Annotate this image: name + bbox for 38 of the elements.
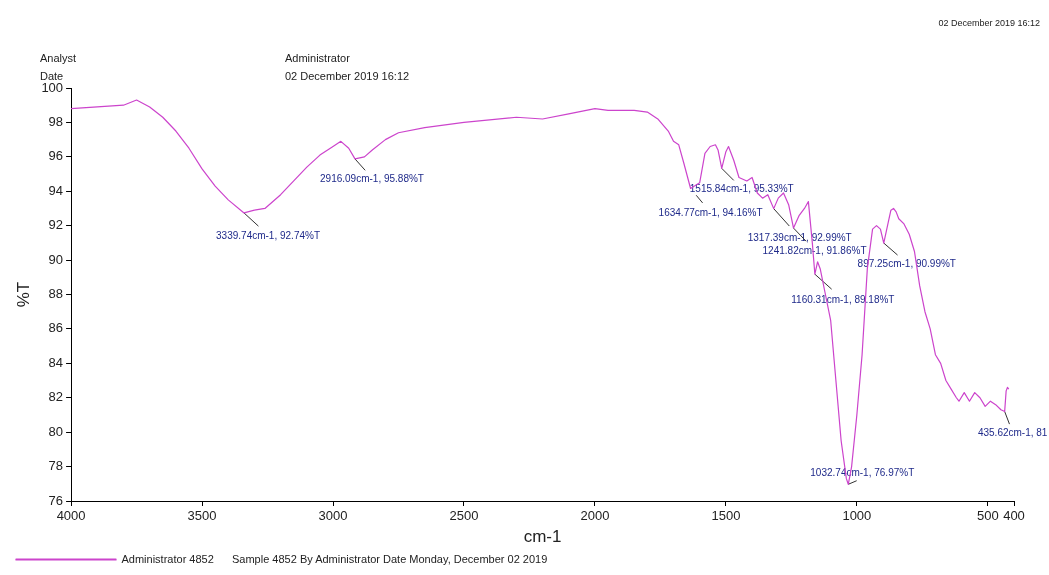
annotation: 1634.77cm-1, 94.16%T <box>658 207 763 219</box>
y-tick-label: 80 <box>48 423 64 439</box>
y-axis-title: %T <box>13 281 33 308</box>
y-tick-label: 90 <box>48 251 64 267</box>
annotation: 897.25cm-1, 90.99%T <box>857 257 956 269</box>
x-tick-label: 4000 <box>56 508 86 524</box>
x-tick-label: 400 <box>1003 508 1025 524</box>
text: Administrator <box>285 52 350 64</box>
x-axis-title: cm-1 <box>523 527 562 547</box>
y-tick-label: 94 <box>48 182 64 198</box>
text: Analyst <box>40 52 77 64</box>
y-tick-label: 98 <box>48 113 64 129</box>
annotation: 3339.74cm-1, 92.74%T <box>216 229 320 241</box>
y-tick-label: 82 <box>48 389 64 405</box>
x-tick-label: 2000 <box>580 508 610 524</box>
annotation: 2916.09cm-1, 95.88%T <box>320 172 424 184</box>
x-tick-label: 1000 <box>842 508 872 524</box>
x-tick-label: 2500 <box>449 508 479 524</box>
y-tick-label: 86 <box>48 320 64 336</box>
text: 02 December 2019 16:12 <box>285 70 410 82</box>
annotation: 1032.74cm-1, 76.97%T <box>810 467 915 479</box>
y-tick-label: 76 <box>48 492 64 508</box>
y-tick-label: 92 <box>48 217 64 233</box>
x-tick-label: 3000 <box>318 508 348 524</box>
y-tick-label: 100 <box>41 79 64 95</box>
text: 02 December 2019 16:12 <box>938 18 1040 28</box>
x-tick-label: 3500 <box>187 508 217 524</box>
text: Administrator 4852 <box>121 552 214 565</box>
annotation: 1241.82cm-1, 91.86%T <box>762 244 867 256</box>
y-tick-label: 96 <box>48 148 64 164</box>
y-tick-label: 78 <box>48 458 64 474</box>
y-tick-label: 88 <box>48 286 64 302</box>
y-tick-label: 84 <box>48 354 64 370</box>
x-tick-label: 500 <box>976 508 999 524</box>
text: Date <box>40 70 64 82</box>
text: Sample 4852 By Administrator Date Monday, December 02 2019 <box>232 553 548 565</box>
annotation: 435.62cm-1, 81 <box>977 427 1048 439</box>
x-tick-label: 1500 <box>711 508 741 524</box>
